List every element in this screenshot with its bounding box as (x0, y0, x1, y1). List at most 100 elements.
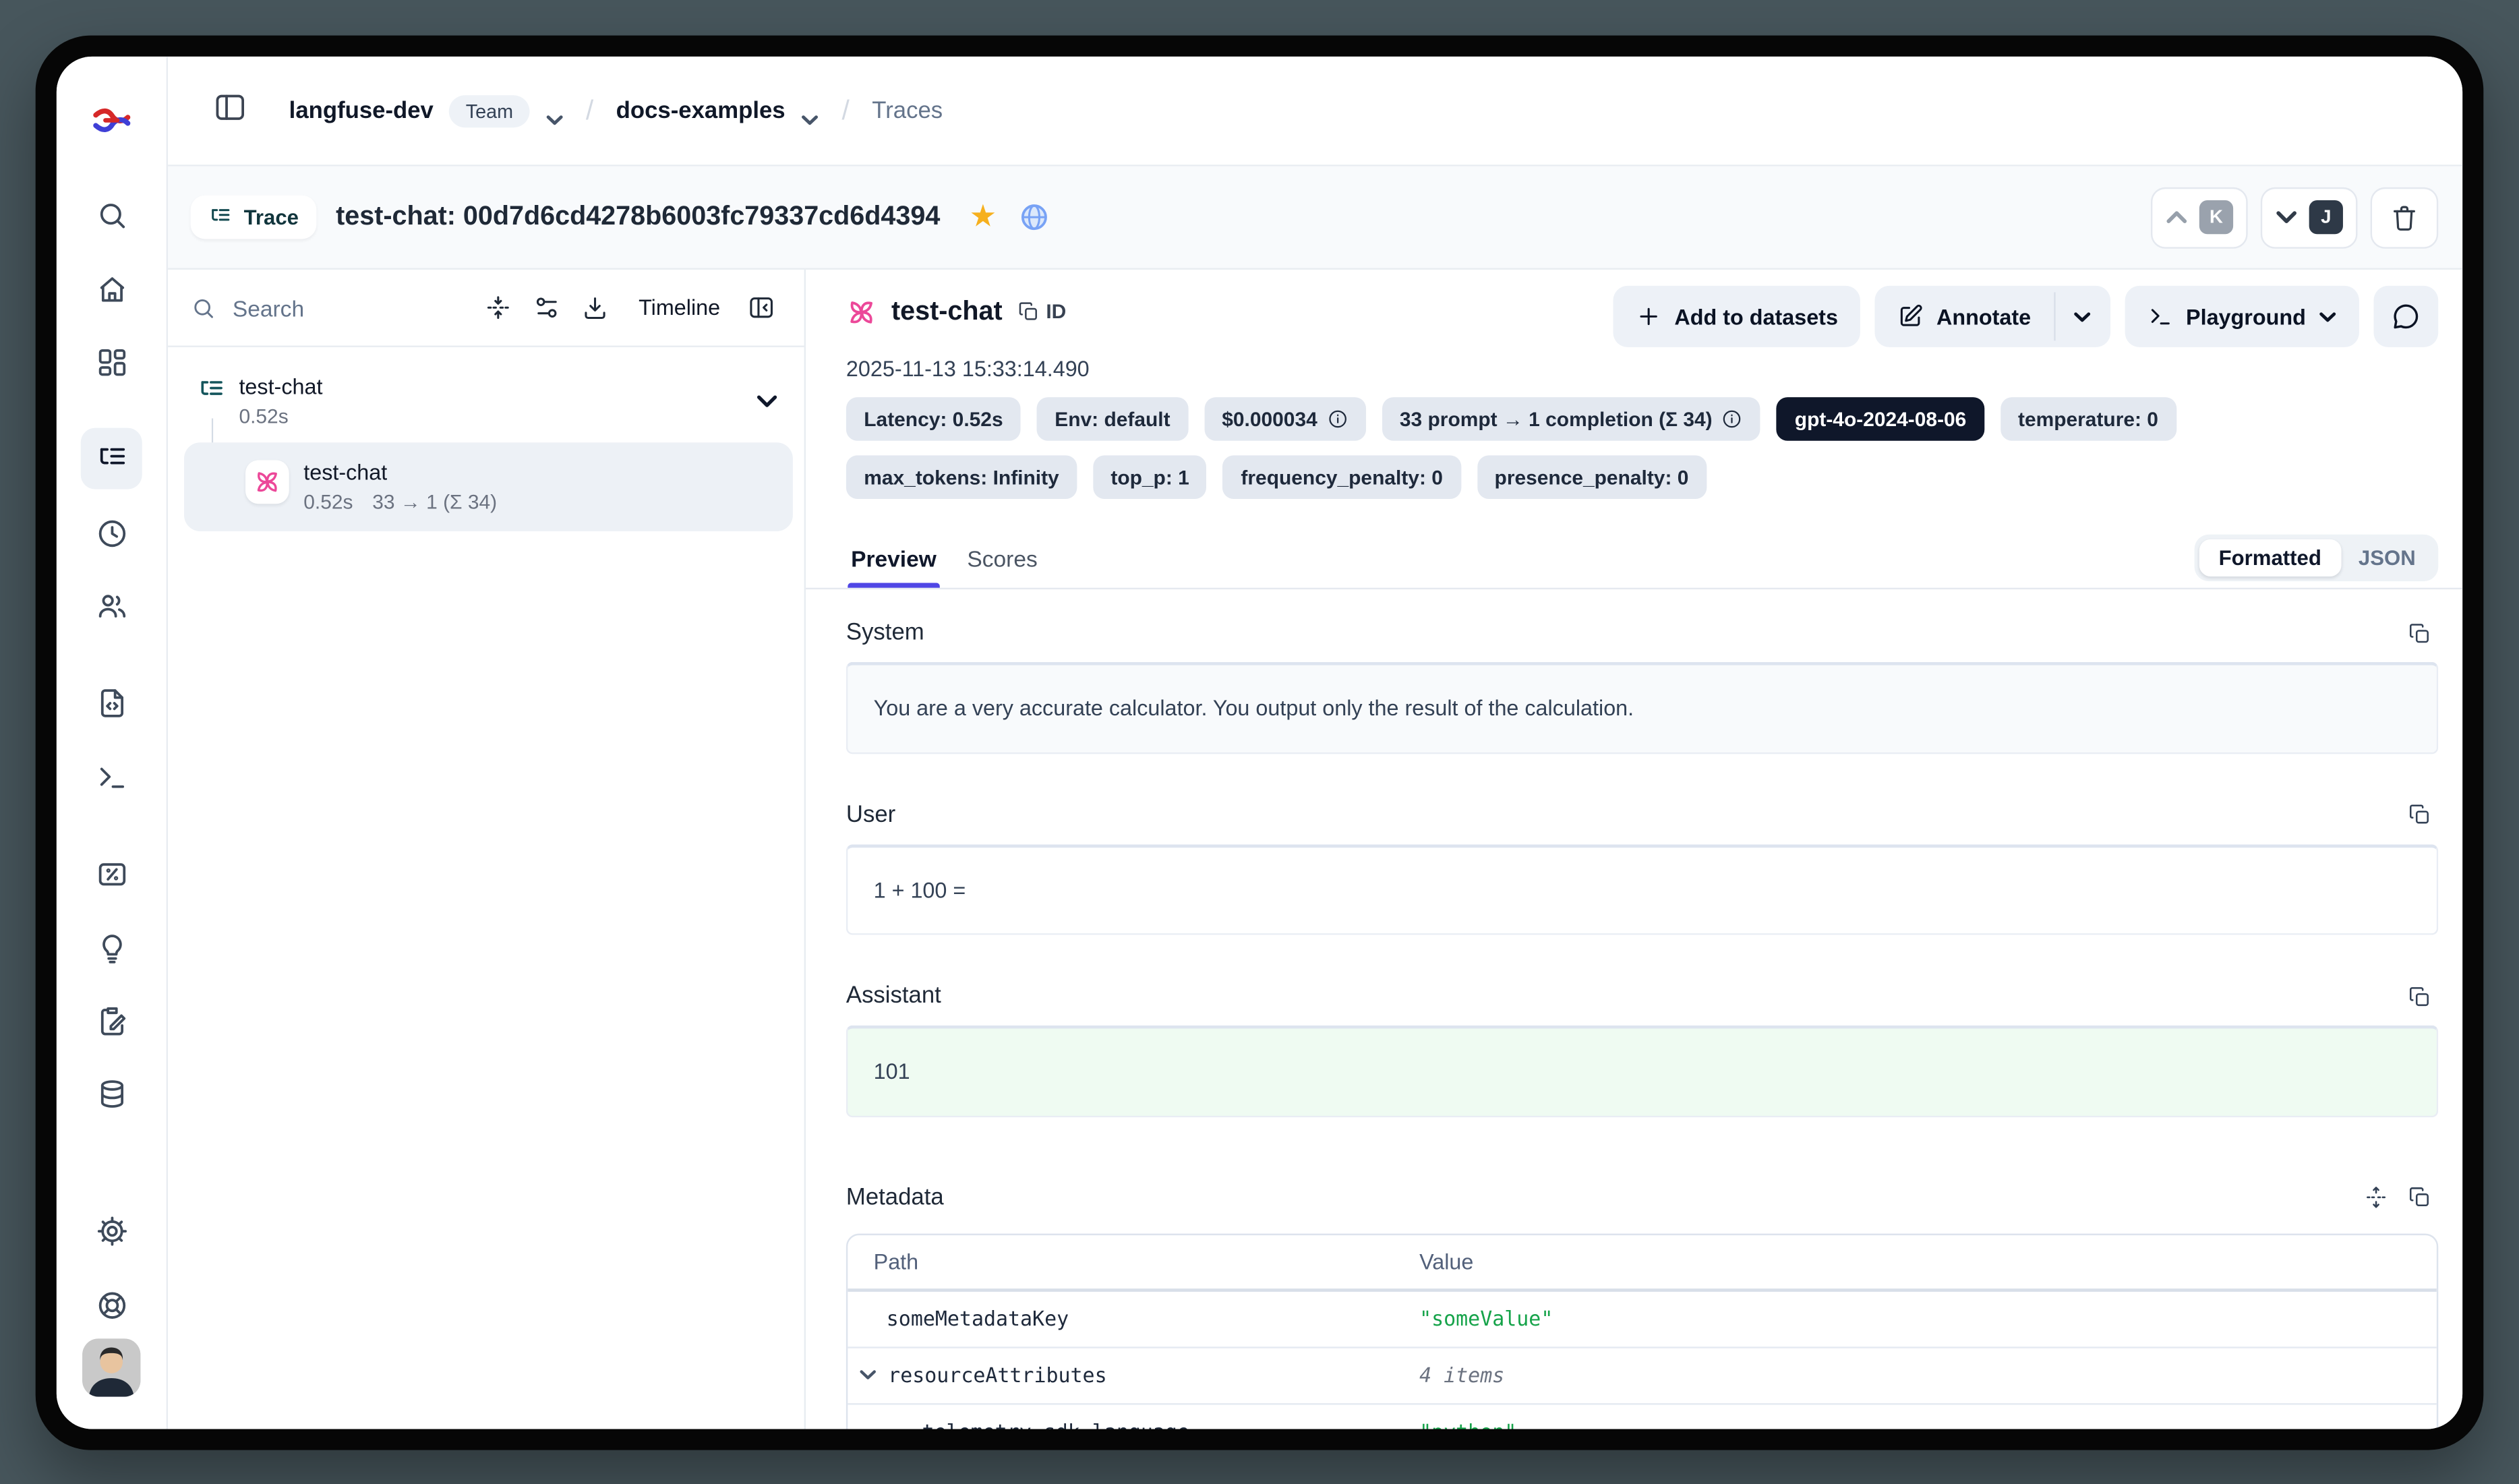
view-settings-icon[interactable] (523, 283, 571, 332)
cost-badge: $0.000034 (1204, 397, 1366, 441)
metadata-key: telemetry.sdk.language (848, 1420, 1419, 1429)
trace-type-label: Trace (243, 205, 299, 230)
kbd-j: J (2309, 200, 2343, 235)
annotation-queues-icon[interactable] (92, 1001, 131, 1040)
home-icon[interactable] (92, 270, 131, 308)
tracing-icon[interactable] (80, 427, 142, 489)
playground-label: Playground (2186, 304, 2306, 329)
model-badge[interactable]: gpt-4o-2024-08-06 (1777, 397, 1984, 441)
tab-scores[interactable]: Scores (967, 545, 1038, 571)
annotate-caret-button[interactable] (2055, 286, 2110, 347)
badge-row-2: max_tokens: Infinity top_p: 1 frequency_… (846, 455, 2438, 500)
assistant-section-header: Assistant (846, 980, 2438, 1013)
app-window: langfuse-dev Team / docs-examples / Trac… (35, 35, 2484, 1450)
user-avatar[interactable] (82, 1338, 141, 1397)
copy-icon[interactable] (2408, 621, 2432, 645)
trace-titlebar: Trace test-chat: 00d7d6cd4278b6003fc7933… (168, 166, 2463, 270)
trash-icon (2393, 205, 2415, 230)
column-path: Path (873, 1249, 919, 1274)
env-badge: Env: default (1036, 397, 1188, 441)
evaluator-icon[interactable] (92, 928, 131, 967)
tree-row-generation-selected[interactable]: test-chat 0.52s 33 → 1 (Σ 34) (184, 442, 793, 532)
fold-vertical-icon[interactable] (474, 283, 523, 332)
langfuse-logo (92, 100, 131, 138)
toggle-formatted[interactable]: Formatted (2199, 539, 2341, 576)
tab-preview[interactable]: Preview (848, 528, 940, 588)
scores-icon[interactable] (92, 854, 131, 893)
prev-trace-button[interactable]: K (2150, 186, 2248, 248)
sidebar-toggle-icon[interactable] (213, 90, 247, 131)
playground-icon[interactable] (92, 757, 131, 796)
tree-root-duration: 0.52s (239, 405, 289, 427)
frequency-penalty-badge: frequency_penalty: 0 (1223, 455, 1461, 500)
next-trace-button[interactable]: J (2260, 186, 2358, 248)
copy-icon[interactable] (2408, 984, 2432, 1009)
chevron-down-icon (2319, 311, 2336, 322)
generation-pinwheel-icon (257, 472, 277, 492)
top-p-badge: top_p: 1 (1093, 455, 1208, 500)
comments-button[interactable] (2373, 285, 2439, 347)
assistant-role-label: Assistant (846, 983, 941, 1010)
annotate-label: Annotate (1936, 304, 2032, 329)
copy-icon[interactable] (2408, 802, 2432, 827)
tree-toolbar: Timeline (168, 270, 804, 347)
info-icon[interactable] (1327, 409, 1348, 429)
app-window-inner: langfuse-dev Team / docs-examples / Trac… (56, 56, 2463, 1429)
copy-id-button[interactable]: ID (1017, 300, 1066, 323)
kbd-k: K (2199, 200, 2234, 235)
star-icon[interactable]: ★ (969, 200, 997, 235)
metadata-row-expandable[interactable]: resourceAttributes 4 items (848, 1348, 2437, 1404)
delete-trace-button[interactable] (2370, 186, 2439, 248)
chevron-down-icon[interactable] (802, 105, 819, 125)
chevron-down-icon[interactable] (756, 387, 779, 416)
annotate-button[interactable]: Annotate (1875, 286, 2054, 347)
tree-row-root[interactable]: test-chat 0.52s (179, 360, 793, 442)
globe-public-icon[interactable] (1019, 202, 1050, 233)
system-section-header: System (846, 617, 2438, 649)
user-message-content: 1 + 100 = (846, 843, 2439, 935)
main-column: langfuse-dev Team / docs-examples / Trac… (168, 56, 2463, 1429)
sidebar-rail (56, 56, 169, 1429)
add-to-datasets-button[interactable]: Add to datasets (1613, 285, 1861, 347)
dashboard-icon[interactable] (92, 343, 131, 381)
copy-icon[interactable] (2408, 1185, 2432, 1210)
playground-button[interactable]: Playground (2125, 285, 2359, 347)
timeline-toggle[interactable]: Timeline (639, 295, 721, 320)
tree-search[interactable] (191, 293, 474, 322)
support-icon[interactable] (92, 1285, 131, 1324)
top-navigation: langfuse-dev Team / docs-examples / Trac… (168, 56, 2463, 167)
metadata-title: Metadata (846, 1185, 944, 1211)
trace-nav-actions: K J (2150, 186, 2439, 248)
presence-penalty-badge: presence_penalty: 0 (1477, 455, 1707, 500)
info-icon[interactable] (1722, 409, 1743, 429)
split-divider (2053, 292, 2056, 341)
tree-selected-duration: 0.52s (303, 490, 353, 513)
breadcrumb-section[interactable]: Traces (872, 97, 943, 124)
search-input[interactable] (229, 293, 382, 322)
message-bubble-icon (2394, 304, 2419, 329)
latency-badge: Latency: 0.52s (846, 397, 1021, 441)
org-type-badge[interactable]: Team (449, 94, 529, 127)
annotate-split-button: Annotate (1875, 285, 2110, 347)
trace-detail-panel: test-chat ID Add to datasets (806, 269, 2463, 1429)
breadcrumb-project[interactable]: docs-examples (616, 97, 786, 124)
toggle-json[interactable]: JSON (2358, 545, 2416, 570)
sessions-icon[interactable] (92, 514, 131, 552)
system-role-label: System (846, 620, 924, 646)
download-icon[interactable] (571, 283, 620, 332)
detail-tabs: Preview Scores Formatted JSON (806, 528, 2463, 590)
datasets-icon[interactable] (92, 1074, 131, 1112)
chevron-down-icon[interactable] (859, 1369, 877, 1381)
breadcrumb-org[interactable]: langfuse-dev (289, 97, 434, 124)
collapse-panel-icon[interactable] (736, 283, 785, 332)
format-toggle: Formatted JSON (2194, 534, 2439, 582)
users-icon[interactable] (92, 586, 131, 624)
unfold-vertical-icon[interactable] (2364, 1185, 2388, 1210)
chevron-down-icon[interactable] (545, 105, 563, 125)
prompts-icon[interactable] (92, 683, 131, 721)
detail-title-row: test-chat ID (846, 289, 2438, 334)
search-icon[interactable] (92, 196, 131, 234)
tree-root-texts: test-chat 0.52s (239, 372, 322, 432)
id-label: ID (1046, 300, 1067, 323)
settings-icon[interactable] (92, 1211, 131, 1249)
